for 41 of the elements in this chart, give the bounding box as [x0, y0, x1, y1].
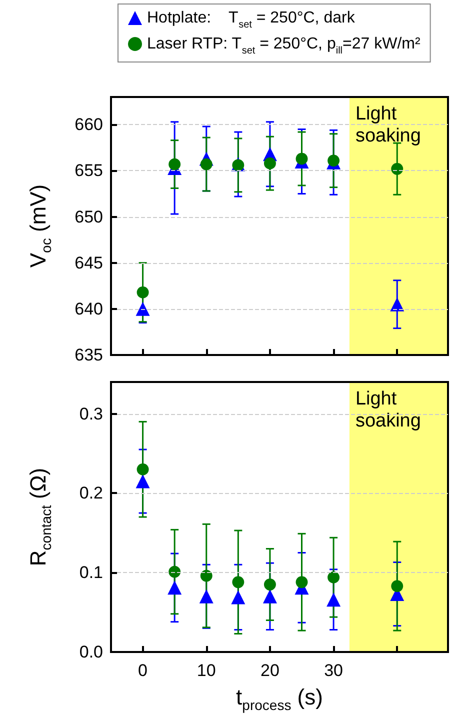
point [328, 571, 340, 584]
point [136, 463, 149, 476]
x-tick-label: 0 [138, 661, 148, 680]
y-tick-label: 650 [74, 207, 103, 226]
y-tick-label: 0.0 [79, 642, 103, 662]
point [168, 580, 182, 595]
point [262, 589, 277, 604]
point [232, 576, 244, 588]
y-axis-title: Rcontact (Ω) [26, 468, 54, 566]
y-tick-label: 640 [74, 299, 103, 318]
y-tick-label: 635 [74, 346, 103, 364]
point [390, 297, 404, 312]
y-tick-label: 660 [74, 115, 103, 134]
y-tick-label: 655 [74, 161, 103, 180]
point [296, 152, 308, 165]
band-label: Light soaking [355, 388, 421, 432]
point [391, 162, 404, 175]
point [264, 157, 276, 170]
y-tick-label: 0.2 [79, 484, 103, 503]
x-tick-label: 20 [260, 661, 280, 680]
point [136, 302, 150, 316]
band-label: Light soaking [355, 104, 421, 146]
point [326, 592, 341, 607]
point [200, 158, 212, 170]
point [391, 580, 404, 592]
point [231, 590, 246, 604]
point [328, 154, 340, 167]
y-axis-title: Voc (mV) [26, 184, 54, 268]
point [264, 578, 276, 590]
y-tick-label: 0.1 [79, 563, 103, 582]
point [168, 158, 181, 170]
point [168, 566, 181, 578]
point [296, 576, 308, 588]
y-tick-label: 0.3 [79, 404, 103, 424]
point [136, 286, 149, 298]
point [136, 474, 150, 488]
y-tick-label: 645 [74, 253, 103, 272]
x-tick-label: 10 [196, 661, 216, 680]
point [200, 570, 212, 582]
point [199, 589, 214, 604]
x-tick-label: 30 [324, 661, 344, 680]
